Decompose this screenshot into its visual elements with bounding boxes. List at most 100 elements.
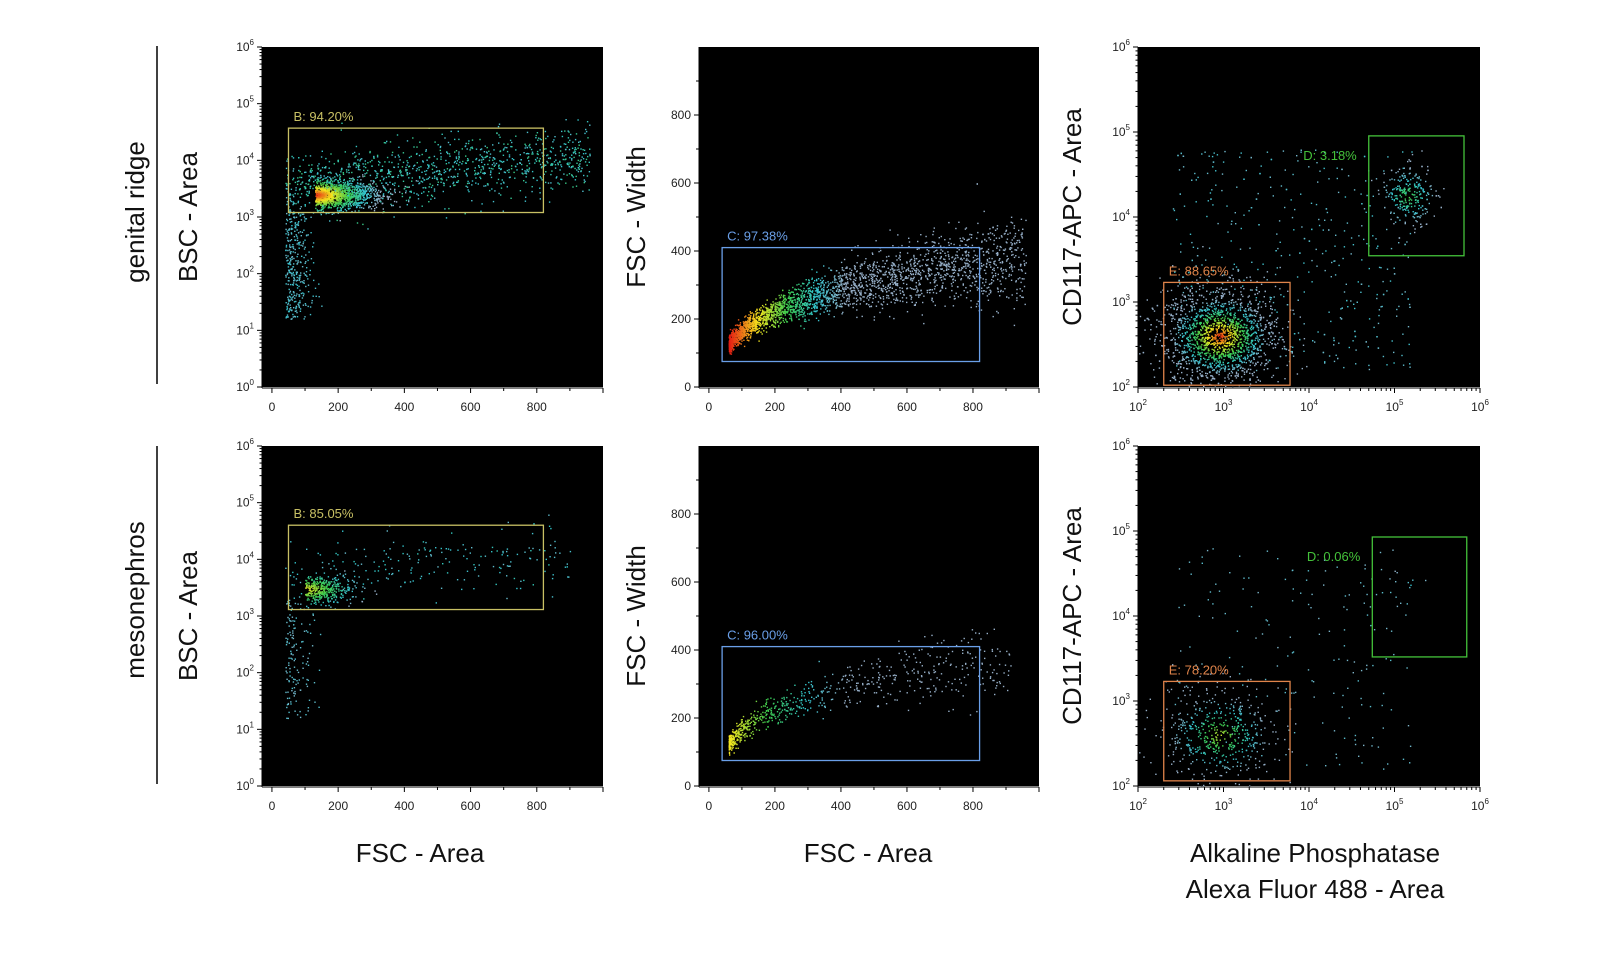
event-dot (466, 160, 469, 162)
event-dot (816, 301, 818, 304)
event-dot (563, 143, 565, 145)
event-dot (359, 207, 361, 209)
event-dot (841, 269, 844, 271)
event-dot (307, 291, 310, 293)
event-dot (322, 186, 325, 188)
event-dot (545, 137, 547, 140)
event-dot (336, 199, 338, 201)
event-dot (323, 181, 326, 184)
event-dot (568, 166, 570, 168)
event-dot (419, 177, 421, 179)
event-dot (1021, 290, 1023, 292)
event-dot (1002, 276, 1004, 279)
event-dot (954, 279, 956, 282)
event-dot (811, 307, 813, 309)
event-dot (363, 165, 365, 168)
event-dot (840, 300, 842, 302)
event-dot (853, 265, 856, 267)
event-dot (339, 174, 341, 176)
event-dot (379, 161, 381, 164)
event-dot (893, 298, 895, 301)
event-dot (321, 179, 324, 181)
event-dot (942, 264, 944, 266)
event-dot (745, 333, 747, 335)
event-dot (807, 288, 809, 290)
event-dot (285, 187, 287, 190)
event-dot (858, 283, 860, 285)
event-dot (741, 340, 743, 342)
event-dot (736, 329, 738, 331)
event-dot (846, 278, 849, 281)
event-dot (845, 277, 847, 279)
event-dot (835, 299, 837, 301)
event-dot (973, 250, 975, 252)
event-dot (401, 192, 403, 195)
event-dot (320, 194, 322, 196)
event-dot (758, 321, 761, 324)
event-dot (426, 159, 428, 161)
event-dot (329, 188, 331, 190)
event-dot (425, 173, 427, 176)
event-dot (767, 312, 769, 314)
event-dot (528, 160, 530, 162)
event-dot (894, 274, 897, 276)
event-dot (444, 170, 447, 173)
event-dot (785, 311, 787, 314)
event-dot (732, 340, 734, 342)
event-dot (943, 278, 945, 280)
event-dot (348, 172, 350, 174)
event-dot (988, 283, 991, 285)
event-dot (981, 240, 983, 242)
event-dot (940, 262, 943, 265)
event-dot (777, 312, 780, 314)
event-dot (999, 245, 1001, 248)
event-dot (1000, 268, 1002, 270)
event-dot (871, 282, 874, 284)
event-dot (762, 321, 764, 324)
event-dot (954, 297, 956, 300)
event-dot (832, 281, 834, 283)
event-dot (343, 179, 345, 182)
event-dot (957, 273, 959, 275)
event-dot (499, 160, 501, 162)
event-dot (790, 311, 792, 314)
event-dot (762, 319, 764, 322)
event-dot (440, 152, 442, 155)
event-dot (810, 290, 812, 293)
event-dot (328, 198, 330, 200)
event-dot (838, 278, 840, 280)
event-dot (1016, 288, 1018, 291)
event-dot (401, 195, 404, 198)
event-dot (808, 279, 810, 281)
event-dot (763, 330, 765, 332)
event-dot (802, 316, 804, 318)
event-dot (438, 170, 441, 173)
event-dot (302, 241, 305, 243)
event-dot (358, 202, 360, 204)
event-dot (1013, 266, 1016, 268)
event-dot (431, 163, 433, 165)
event-dot (289, 183, 291, 185)
event-dot (411, 180, 413, 182)
event-dot (938, 242, 940, 245)
event-dot (315, 207, 317, 210)
event-dot (312, 246, 314, 248)
event-dot (794, 298, 796, 301)
event-dot (1005, 270, 1008, 272)
event-dot (307, 305, 309, 308)
event-dot (795, 289, 797, 291)
event-dot (299, 215, 301, 217)
event-dot (772, 311, 774, 313)
event-dot (539, 149, 541, 151)
event-dot (842, 279, 844, 281)
event-dot (347, 169, 350, 171)
event-dot (575, 175, 577, 178)
event-dot (301, 173, 303, 175)
event-dot (305, 171, 307, 173)
event-dot (301, 297, 304, 299)
event-dot (799, 311, 801, 313)
event-dot (877, 287, 880, 290)
event-dot (866, 303, 868, 305)
event-dot (792, 308, 795, 310)
